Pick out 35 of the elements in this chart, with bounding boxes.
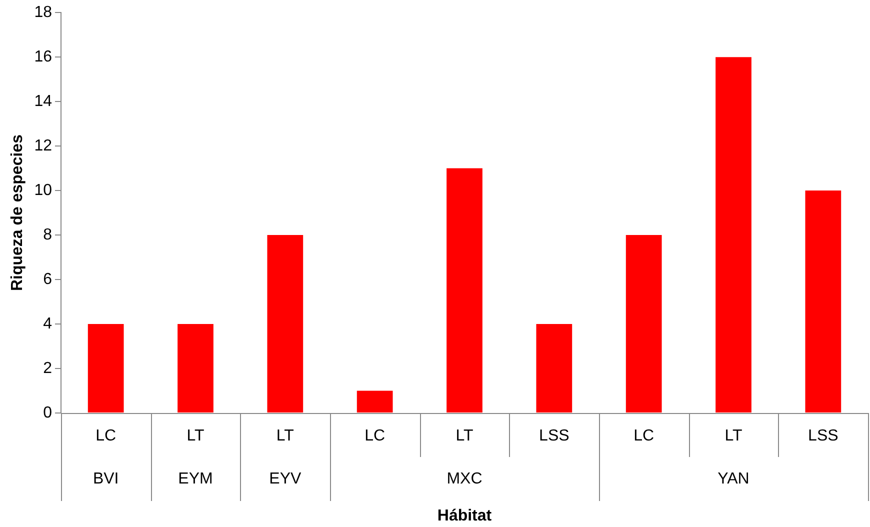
x-tick-label: LC	[634, 427, 654, 444]
bar	[178, 324, 214, 412]
y-tick-label: 14	[34, 92, 52, 110]
text: EYM	[178, 470, 213, 488]
y-tick-label: 4	[43, 315, 52, 332]
bar	[446, 168, 482, 412]
text: BVI	[92, 470, 119, 488]
y-tick-label: 0	[43, 404, 52, 422]
bar	[805, 190, 842, 412]
y-axis-title: Riqueza de especies	[9, 134, 26, 292]
x-axis-title: Hábitat	[437, 507, 492, 524]
bar	[267, 235, 304, 412]
bar	[626, 235, 662, 412]
y-tick-label: 8	[43, 226, 52, 244]
x-tick-label: LC	[96, 427, 116, 444]
text: YAN	[718, 470, 750, 488]
bar	[716, 57, 752, 412]
x-tick-label: LC	[364, 427, 386, 444]
bar	[356, 390, 393, 412]
y-tick-label: 2	[43, 360, 52, 377]
y-tick-label: 6	[43, 270, 52, 288]
x-tick-label: LSS	[539, 427, 570, 444]
bar	[536, 324, 572, 412]
y-tick-label: 12	[34, 137, 52, 154]
text: MXC	[446, 470, 482, 488]
bar	[88, 324, 124, 412]
x-tick-label: LT	[186, 427, 204, 444]
y-tick-label: 10	[34, 182, 52, 199]
y-tick-label: 18	[34, 4, 52, 22]
y-tick-label: 16	[34, 48, 52, 66]
text: EYV	[269, 470, 302, 488]
x-tick-label: LT	[456, 427, 474, 444]
x-tick-label: LT	[724, 427, 742, 444]
x-tick-label: LT	[276, 427, 294, 444]
x-tick-label: LSS	[808, 427, 838, 444]
